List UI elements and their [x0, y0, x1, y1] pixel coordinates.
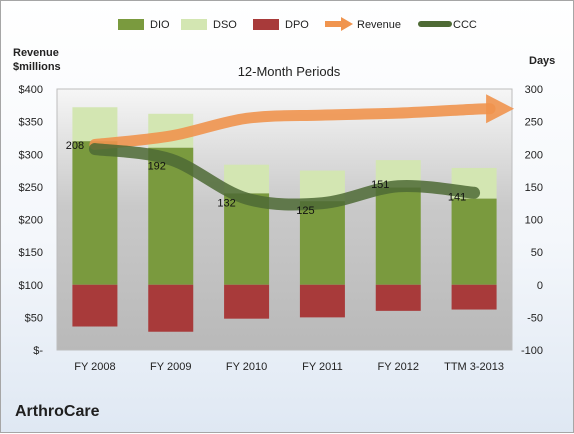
bar-dio-4: [375, 187, 421, 285]
bar-dso-0: [72, 107, 118, 142]
left-axis-label-line2: $millions: [13, 61, 61, 73]
left-tick-label-1: $50: [25, 312, 43, 324]
left-tick-label-5: $250: [19, 182, 43, 194]
right-tick-label-1: -50: [527, 312, 543, 324]
left-tick-label-7: $350: [19, 117, 43, 129]
bar-dio-5: [451, 198, 497, 285]
plot-area: [56, 88, 513, 351]
bar-dio-2: [224, 193, 270, 285]
legend-swatch-dio: [118, 19, 144, 30]
category-label-3: FY 2011: [302, 361, 343, 373]
legend-label-ccc: CCC: [453, 19, 477, 31]
left-tick-label-4: $200: [19, 215, 43, 227]
ccc-data-label-0: 208: [66, 140, 84, 152]
right-tick-label-4: 100: [525, 215, 543, 227]
bar-dio-0: [72, 141, 118, 285]
right-tick-label-8: 300: [525, 84, 543, 96]
revenue-line: [89, 103, 496, 150]
legend-label-dpo: DPO: [285, 19, 309, 31]
left-tick-label-2: $100: [19, 280, 43, 292]
ccc-data-label-1: 192: [148, 160, 166, 172]
category-label-2: FY 2010: [226, 361, 267, 373]
bar-dpo-0: [72, 284, 118, 327]
right-axis-label: Days: [529, 55, 555, 67]
bar-dpo-2: [224, 284, 270, 319]
company-name: ArthroCare: [15, 403, 100, 420]
category-label-5: TTM 3-2013: [444, 361, 504, 373]
category-label-1: FY 2009: [150, 361, 191, 373]
bar-dpo-4: [375, 284, 421, 311]
bar-dio-3: [299, 201, 345, 285]
ccc-data-label-4: 151: [371, 179, 389, 191]
legend-swatch-revenue-arrowhead: [341, 17, 353, 31]
bar-dpo-3: [299, 284, 345, 318]
left-tick-label-6: $300: [19, 149, 43, 161]
bar-dpo-5: [451, 284, 497, 310]
left-tick-label-8: $400: [19, 84, 43, 96]
left-axis-label-line1: Revenue: [13, 47, 59, 59]
legend-label-dio: DIO: [150, 19, 170, 31]
ccc-data-label-2: 132: [217, 198, 235, 210]
right-tick-label-0: -100: [521, 345, 543, 357]
left-tick-label-0: $-: [33, 345, 43, 357]
ccc-line: [88, 143, 481, 211]
legend-label-revenue: Revenue: [357, 19, 401, 31]
ccc-data-label-3: 125: [296, 205, 314, 217]
right-tick-label-3: 50: [531, 247, 543, 259]
chart-title: 12-Month Periods: [238, 64, 341, 79]
category-label-4: FY 2012: [378, 361, 419, 373]
bar-dpo-1: [148, 284, 194, 332]
right-tick-label-6: 200: [525, 149, 543, 161]
right-tick-label-2: 0: [537, 280, 543, 292]
legend-label-dso: DSO: [213, 19, 237, 31]
right-tick-label-5: 150: [525, 182, 543, 194]
right-tick-label-7: 250: [525, 117, 543, 129]
ccc-data-label-5: 141: [448, 192, 466, 204]
category-label-0: FY 2008: [74, 361, 115, 373]
legend-swatch-dso: [181, 19, 207, 30]
legend-swatch-dpo: [253, 19, 279, 30]
left-tick-label-3: $150: [19, 247, 43, 259]
revenue-arrowhead: [486, 94, 515, 124]
